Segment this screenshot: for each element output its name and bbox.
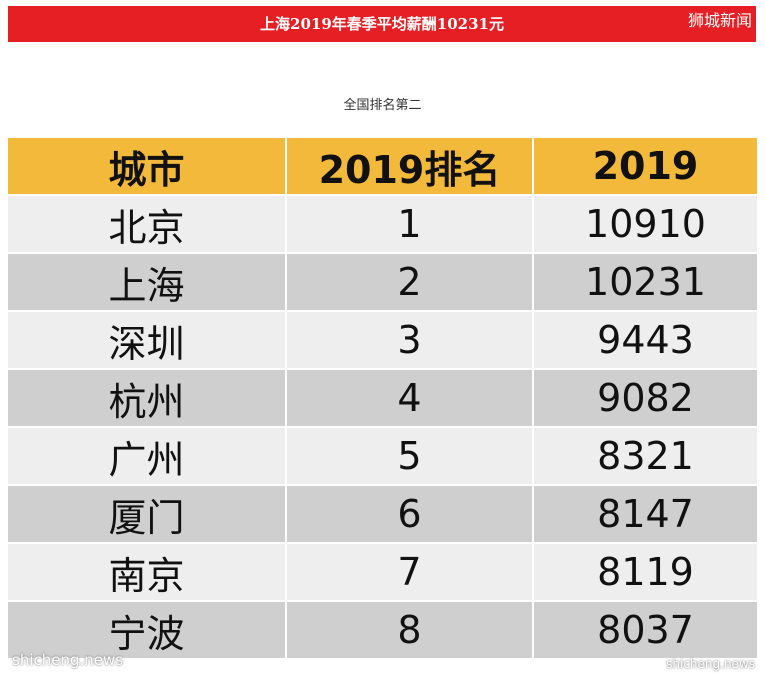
- banner-title: 上海2019年春季平均薪酬10231元: [260, 15, 504, 33]
- watermark-left: shicheng.news: [12, 651, 124, 669]
- cell-rank: 1: [286, 195, 534, 254]
- cell-city: 南京: [8, 543, 287, 602]
- cell-salary: 8037: [533, 601, 757, 660]
- cell-rank: 4: [286, 369, 534, 428]
- cell-city: 杭州: [8, 369, 287, 428]
- cell-rank: 2: [286, 253, 534, 312]
- cell-salary: 9082: [533, 369, 757, 428]
- title-banner: 上海2019年春季平均薪酬10231元 狮城新闻: [8, 6, 756, 42]
- cell-city: 厦门: [8, 485, 287, 544]
- cell-salary: 8147: [533, 485, 757, 544]
- brand-label: 狮城新闻: [687, 11, 752, 30]
- table-row: 杭州 4 9082: [8, 369, 757, 428]
- cell-salary: 8321: [533, 427, 757, 486]
- table-row: 北京 1 10910: [8, 195, 757, 254]
- cell-city: 宁波: [8, 601, 287, 660]
- table-row: 厦门 6 8147: [8, 485, 757, 544]
- cell-salary: 10231: [533, 253, 757, 312]
- table-row: 上海 2 10231: [8, 253, 757, 312]
- header-salary: 2019: [533, 138, 757, 196]
- watermark-right: shicheng.news: [666, 657, 755, 671]
- cell-city: 上海: [8, 253, 287, 312]
- cell-rank: 8: [286, 601, 534, 660]
- cell-city: 北京: [8, 195, 287, 254]
- cell-city: 深圳: [8, 311, 287, 370]
- table-row: 宁波 8 8037: [8, 601, 757, 660]
- cell-rank: 5: [286, 427, 534, 486]
- cell-rank: 3: [286, 311, 534, 370]
- table-row: 深圳 3 9443: [8, 311, 757, 370]
- cell-salary: 9443: [533, 311, 757, 370]
- salary-ranking-table: 城市 2019排名 2019 北京 1 10910 上海 2 10231 深圳 …: [8, 138, 757, 660]
- cell-salary: 8119: [533, 543, 757, 602]
- salary-table-container: 城市 2019排名 2019 北京 1 10910 上海 2 10231 深圳 …: [8, 138, 757, 676]
- table-row: 南京 7 8119: [8, 543, 757, 602]
- header-rank: 2019排名: [286, 138, 534, 196]
- cell-rank: 7: [286, 543, 534, 602]
- table-row: 广州 5 8321: [8, 427, 757, 486]
- header-city: 城市: [8, 138, 287, 196]
- cell-rank: 6: [286, 485, 534, 544]
- cell-city: 广州: [8, 427, 287, 486]
- image-caption: 全国排名第二: [343, 98, 422, 113]
- table-header-row: 城市 2019排名 2019: [8, 138, 757, 196]
- cell-salary: 10910: [533, 195, 757, 254]
